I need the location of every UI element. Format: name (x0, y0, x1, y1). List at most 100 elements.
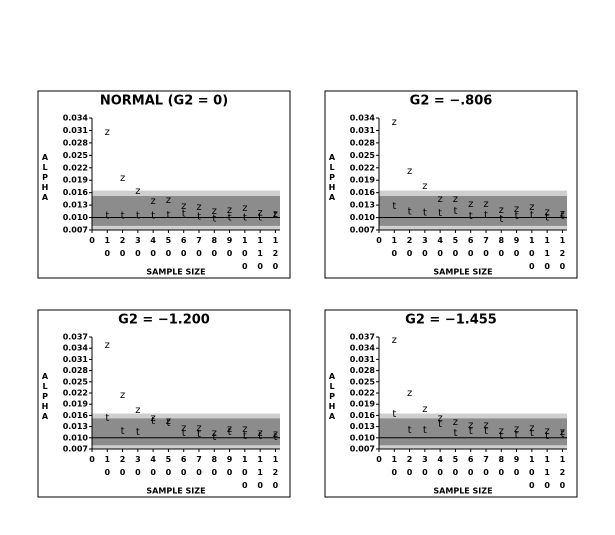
y-tick-label: 0.031 (350, 355, 376, 364)
y-tick-label: 0.010 (350, 433, 376, 442)
point: t (560, 429, 564, 440)
point: t (423, 208, 427, 219)
point: t (166, 418, 170, 429)
panel-title: NORMAL (G2 = 0) (100, 94, 228, 109)
y-tick-label: 0.013 (350, 422, 375, 431)
point: t (545, 431, 549, 442)
point: t (151, 416, 155, 427)
panel-frame (324, 90, 578, 279)
panel: G2 = −.806 0.007 0.010 0.013 0.016 0.019 0.022… (324, 90, 578, 279)
panel-frame (37, 90, 291, 279)
y-tick-label: 0.016 (350, 188, 376, 197)
point: z (560, 208, 565, 219)
point: z (407, 388, 412, 399)
point: t (499, 431, 503, 442)
point: t (212, 213, 216, 224)
point: t (212, 432, 216, 443)
point: t (243, 431, 247, 442)
point: t (469, 211, 473, 222)
band (92, 195, 280, 226)
point: t (151, 210, 155, 221)
y-tick-label: 0.028 (63, 138, 89, 147)
y-tick-label: 0.022 (63, 163, 88, 172)
point: t (499, 214, 503, 225)
y-tick-label: 0.022 (350, 389, 375, 398)
point: z (227, 424, 232, 435)
band (379, 195, 567, 226)
panel-frame (324, 309, 578, 498)
point: t (469, 426, 473, 437)
y-tick-label: 0.013 (63, 422, 88, 431)
point: t (121, 426, 125, 437)
x-axis-label: SAMPLE SIZE (146, 268, 205, 277)
point: z (181, 201, 186, 212)
x-axis-label: SAMPLE SIZE (433, 268, 492, 277)
point: t (545, 213, 549, 224)
point: z (181, 423, 186, 434)
point: t (105, 210, 109, 221)
point: t (392, 409, 396, 420)
point: t (408, 425, 412, 436)
point: z (560, 427, 565, 438)
point: z (468, 199, 473, 210)
point: z (166, 416, 171, 427)
point: t (197, 212, 201, 223)
y-tick-label: 0.034 (350, 344, 376, 353)
point: z (514, 424, 519, 435)
point: z (105, 340, 110, 351)
point: z (105, 127, 110, 138)
y-tick-label: 0.007 (350, 445, 375, 454)
x-axis-label: SAMPLE SIZE (146, 487, 205, 496)
panel-title: G2 = −1.200 (118, 313, 210, 328)
y-tick-label: 0.007 (63, 445, 88, 454)
y-tick-label: 0.007 (63, 226, 88, 235)
y-tick-label: 0.019 (63, 400, 89, 409)
point: t (530, 428, 534, 439)
panel: G2 = −1.455 0.007 0.010 0.013 0.016 0.019 0.02… (324, 309, 578, 498)
point: z (545, 207, 550, 218)
point: t (515, 430, 519, 441)
x-tick-label: 0 (89, 236, 95, 245)
point: z (273, 429, 278, 440)
y-tick-label: 0.016 (350, 411, 376, 420)
point: z (499, 426, 504, 437)
point: t (273, 432, 277, 443)
y-tick-label: 0.028 (350, 366, 376, 375)
point: z (392, 335, 397, 346)
point: t (105, 413, 109, 424)
point: t (423, 425, 427, 436)
y-tick-label: 0.019 (350, 400, 376, 409)
band (379, 418, 567, 446)
y-tick-label: 0.022 (63, 389, 88, 398)
panel: NORMAL (G2 = 0) 0.007 0.010 0.013 0.016 0.019… (37, 90, 291, 279)
